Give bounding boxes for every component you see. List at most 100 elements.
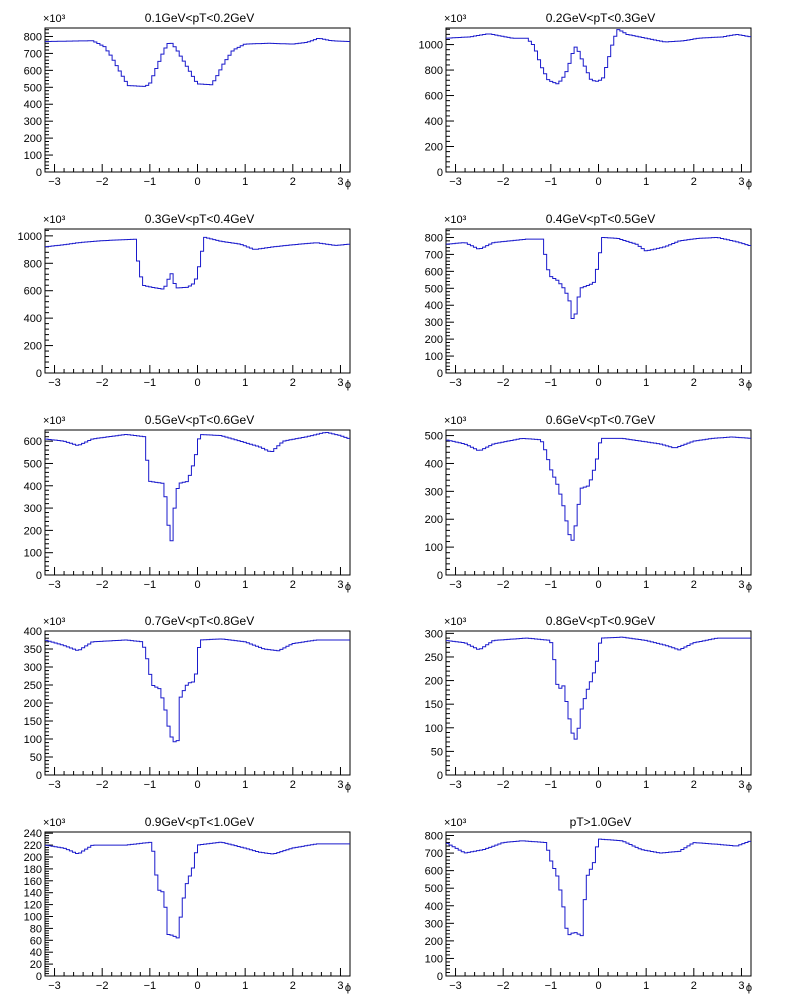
- y-tick-label: 200: [425, 936, 443, 948]
- y-tick-label: 400: [24, 313, 42, 325]
- x-tick-label: 0: [595, 579, 601, 591]
- y-tick-label: 300: [24, 503, 42, 515]
- y-exponent-label: ×10³: [43, 415, 66, 427]
- y-tick-label: 800: [24, 31, 42, 43]
- y-tick-label: 100: [425, 953, 443, 965]
- x-tick-label: −3: [48, 980, 61, 992]
- x-tick-label: 1: [643, 579, 649, 591]
- x-tick-label: 1: [242, 176, 248, 188]
- y-tick-label: 100: [24, 911, 42, 923]
- y-tick-label: 0: [437, 167, 443, 179]
- x-tick-label: −2: [497, 980, 510, 992]
- x-axis-label: ϕ: [345, 379, 351, 391]
- x-tick-label: −3: [48, 176, 61, 188]
- y-tick-label: 100: [24, 548, 42, 560]
- y-tick-label: 800: [425, 65, 443, 77]
- histogram-line: [446, 838, 751, 937]
- histogram-line: [45, 431, 350, 542]
- y-tick-label: 200: [425, 334, 443, 346]
- x-tick-label: 0: [194, 980, 200, 992]
- x-tick-label: −3: [48, 579, 61, 591]
- y-exponent-label: ×10³: [43, 616, 66, 628]
- x-tick-label: 1: [242, 377, 248, 389]
- x-tick-label: 0: [595, 377, 601, 389]
- x-tick-label: 0: [194, 579, 200, 591]
- y-tick-label: 600: [24, 286, 42, 298]
- histogram-line: [45, 841, 350, 939]
- y-tick-label: 700: [24, 48, 42, 60]
- x-tick-label: 1: [242, 779, 248, 791]
- x-tick-label: 2: [290, 176, 296, 188]
- histogram-panel: 0.3GeV<pT<0.4GeV ×10³ 0 200 400 600 800 1000 −3 −…: [18, 212, 352, 391]
- x-tick-label: 2: [691, 176, 697, 188]
- x-tick-label: 3: [337, 579, 343, 591]
- x-tick-label: −1: [545, 980, 558, 992]
- x-tick-label: −1: [144, 980, 157, 992]
- histogram-line: [446, 436, 751, 541]
- histogram-panel: 0.1GeV<pT<0.2GeV ×10³ 0 100 200 300 400 500 600 7…: [24, 11, 351, 190]
- y-tick-label: 150: [425, 699, 443, 711]
- x-tick-label: 1: [643, 377, 649, 389]
- y-tick-label: 80: [30, 923, 42, 935]
- y-tick-label: 800: [24, 258, 42, 270]
- x-tick-label: 1: [643, 779, 649, 791]
- x-tick-label: 2: [691, 779, 697, 791]
- panel-title: 0.7GeV<pT<0.8GeV: [145, 614, 254, 628]
- x-tick-label: 0: [595, 176, 601, 188]
- x-tick-label: 3: [337, 980, 343, 992]
- y-tick-label: 600: [425, 91, 443, 103]
- y-tick-label: 0: [36, 570, 42, 582]
- y-tick-label: 0: [36, 971, 42, 983]
- x-tick-label: 2: [290, 779, 296, 791]
- y-tick-label: 0: [36, 368, 42, 380]
- x-tick-label: 3: [337, 779, 343, 791]
- y-tick-label: 500: [425, 283, 443, 295]
- x-tick-label: 3: [738, 377, 744, 389]
- y-tick-label: 400: [24, 481, 42, 493]
- x-axis-label: ϕ: [345, 781, 351, 793]
- x-tick-label: 0: [595, 779, 601, 791]
- y-tick-label: 60: [30, 935, 42, 947]
- y-tick-label: 1000: [419, 40, 443, 52]
- x-tick-label: −1: [144, 779, 157, 791]
- x-tick-label: 3: [337, 377, 343, 389]
- histogram-panel: 0.4GeV<pT<0.5GeV ×10³ 0 100 200 300 400 500 600 7…: [425, 212, 752, 391]
- y-tick-label: 0: [36, 770, 42, 782]
- y-tick-label: 500: [425, 883, 443, 895]
- plot-frame: [44, 228, 351, 374]
- y-tick-label: 100: [24, 150, 42, 162]
- panel-title: pT>1.0GeV: [570, 815, 632, 829]
- y-tick-label: 140: [24, 888, 42, 900]
- y-tick-label: 800: [425, 232, 443, 244]
- y-tick-label: 100: [425, 723, 443, 735]
- x-tick-label: 2: [290, 377, 296, 389]
- histogram-panel: 0.7GeV<pT<0.8GeV ×10³ 0 50 100 150 200 250 300 35…: [24, 614, 351, 793]
- x-tick-label: 1: [242, 579, 248, 591]
- y-tick-label: 250: [24, 680, 42, 692]
- y-tick-label: 180: [24, 864, 42, 876]
- x-axis-label: ϕ: [746, 178, 752, 190]
- y-exponent-label: ×10³: [444, 13, 467, 25]
- histogram-line: [446, 636, 751, 740]
- x-tick-label: 1: [242, 980, 248, 992]
- y-tick-label: 700: [425, 848, 443, 860]
- y-tick-label: 100: [425, 542, 443, 554]
- x-tick-label: −1: [545, 176, 558, 188]
- y-tick-label: 200: [24, 341, 42, 353]
- y-tick-label: 600: [24, 65, 42, 77]
- histogram-panel: 0.2GeV<pT<0.3GeV ×10³ 0 200 400 600 800 1000 −3 −…: [419, 11, 753, 190]
- x-tick-label: 3: [738, 779, 744, 791]
- histogram-panel: 0.6GeV<pT<0.7GeV ×10³ 0 100 200 300 400 500 −3 −2…: [425, 413, 752, 593]
- x-tick-label: −1: [144, 176, 157, 188]
- y-tick-label: 500: [24, 458, 42, 470]
- x-tick-label: −2: [497, 176, 510, 188]
- x-axis-label: ϕ: [345, 982, 351, 994]
- x-tick-label: 0: [194, 176, 200, 188]
- x-tick-label: 0: [194, 779, 200, 791]
- x-tick-label: 0: [194, 377, 200, 389]
- y-tick-label: 120: [24, 900, 42, 912]
- x-tick-label: −1: [545, 779, 558, 791]
- panel-title: 0.6GeV<pT<0.7GeV: [546, 413, 655, 427]
- x-axis-label: ϕ: [345, 178, 351, 190]
- panel-title: 0.5GeV<pT<0.6GeV: [145, 413, 254, 427]
